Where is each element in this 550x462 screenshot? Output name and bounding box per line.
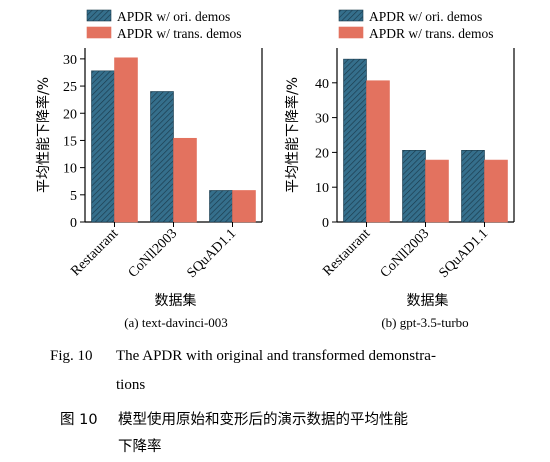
caption-en-text-line1: The APDR with original and transformed d… — [116, 348, 436, 364]
y-tick-label: 5 — [70, 189, 77, 204]
bar-trans-demos — [366, 80, 390, 223]
legend-swatch — [338, 26, 364, 39]
x-tick-label: SQuAD1.1 — [436, 226, 491, 281]
y-axis-title: 平均性能下降率/% — [35, 77, 52, 193]
x-tick-label: Restaurant — [68, 226, 121, 279]
caption-cn-label: 图 10 — [60, 412, 98, 428]
x-axis-title: 数据集 — [155, 292, 197, 309]
x-axis-title: 数据集 — [407, 292, 449, 309]
bar-ori-demos — [402, 150, 426, 223]
subfigure-label: (b) gpt-3.5-turbo — [381, 315, 468, 330]
bar-trans-demos — [114, 57, 138, 223]
y-tick-label: 40 — [315, 77, 329, 92]
y-tick-label: 15 — [63, 134, 77, 149]
bar-trans-demos — [232, 190, 256, 223]
bar-ori-demos — [209, 190, 233, 223]
legend-label: APDR w/ ori. demos — [369, 9, 482, 24]
legend-label: APDR w/ trans. demos — [369, 26, 494, 41]
legend-swatch — [338, 9, 364, 22]
legend-swatch — [86, 26, 112, 39]
legend-label: APDR w/ ori. demos — [117, 9, 230, 24]
caption-en-text-line2: tions — [116, 377, 146, 393]
bar-trans-demos — [484, 159, 508, 223]
caption-cn-text-line1: 模型使用原始和变形后的演示数据的平均性能 — [118, 412, 408, 428]
y-tick-label: 10 — [315, 181, 329, 196]
y-axis-title: 平均性能下降率/% — [284, 77, 301, 193]
x-tick-label: SQuAD1.1 — [184, 226, 239, 281]
y-tick-label: 25 — [63, 80, 77, 95]
bar-ori-demos — [91, 70, 115, 223]
bar-ori-demos — [461, 150, 485, 223]
y-tick-label: 10 — [63, 162, 77, 177]
bar-trans-demos — [425, 159, 449, 223]
caption-cn-text-line2: 下降率 — [118, 439, 162, 455]
bar-ori-demos — [150, 91, 174, 223]
y-tick-label: 20 — [315, 146, 329, 161]
legend-swatch — [86, 9, 112, 22]
bar-trans-demos — [173, 137, 197, 223]
legend-label: APDR w/ trans. demos — [117, 26, 242, 41]
subfigure-label: (a) text-davinci-003 — [124, 315, 228, 330]
y-tick-label: 30 — [63, 53, 77, 68]
y-tick-label: 30 — [315, 112, 329, 127]
y-tick-label: 0 — [322, 216, 329, 231]
bar-ori-demos — [343, 58, 367, 223]
x-tick-label: CoNll2003 — [378, 226, 433, 281]
y-tick-label: 20 — [63, 107, 77, 122]
caption-en-label: Fig. 10 — [50, 348, 93, 364]
x-tick-label: Restaurant — [320, 226, 373, 279]
y-tick-label: 0 — [70, 216, 77, 231]
chart-gpt-3.5-turbo: 0 10 20 30 40 平均性能下降率/% Restaurant CoNll2003 SQu… — [284, 9, 515, 330]
x-tick-label: CoNll2003 — [126, 226, 181, 281]
chart-text-davinci-003: 0 5 10 15 20 25 30 平均性能下降率/% Restaurant CoNll2003… — [35, 9, 263, 330]
